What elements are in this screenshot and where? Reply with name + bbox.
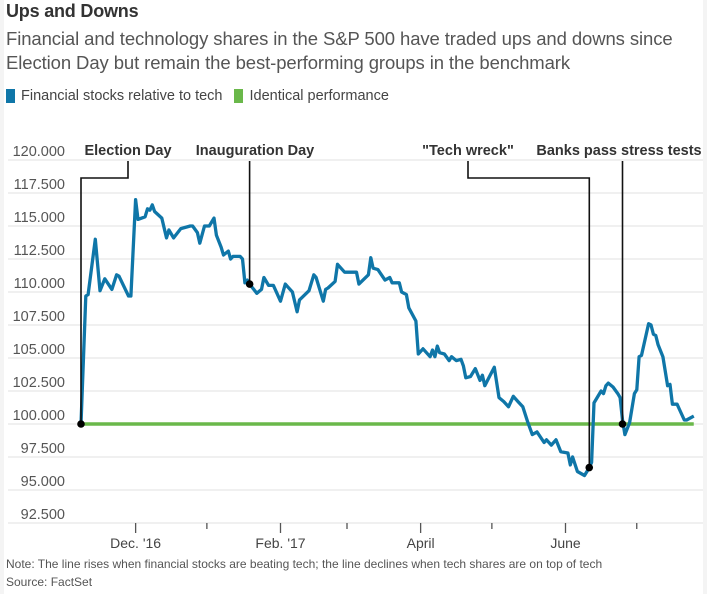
legend-item-identical: Identical performance (234, 88, 389, 104)
annotation-election-day-label: Election Day (84, 143, 171, 159)
y-tick-label: 102.500 (13, 375, 65, 391)
y-tick-label: 112.500 (14, 243, 65, 259)
y-tick-label: 117.500 (14, 177, 65, 193)
legend-label-identical: Identical performance (249, 88, 389, 104)
annotation-tech-wreck-label: "Tech wreck" (422, 143, 514, 159)
y-tick-label: 95.000 (21, 474, 65, 490)
y-tick-label: 120.000 (13, 144, 65, 160)
annotation-inauguration-day-label: Inauguration Day (196, 143, 314, 159)
legend-label-financial: Financial stocks relative to tech (21, 88, 223, 104)
y-tick-label: 92.500 (21, 507, 65, 523)
y-tick-label: 110.000 (14, 276, 65, 292)
x-tick-label: June (550, 535, 581, 551)
footnote: Note: The line rises when financial stoc… (6, 555, 602, 591)
annotation-election-day-leader (80, 161, 129, 424)
y-tick-label: 105.000 (13, 342, 65, 358)
financial-vs-tech-line (79, 197, 695, 478)
chart-card (4, 0, 703, 594)
legend-item-financial: Financial stocks relative to tech (6, 88, 222, 104)
legend-swatch-financial (6, 89, 15, 103)
chart-title: Ups and Downs (6, 1, 139, 21)
annotation-stress-tests-label: Banks pass stress tests (536, 143, 701, 159)
x-tick-label: April (407, 535, 435, 551)
annotation-election-day-marker (77, 420, 85, 428)
y-tick-label: 97.500 (21, 441, 65, 457)
source-text: Source: FactSet (6, 575, 93, 589)
annotation-tech-wreck-leader (467, 161, 591, 468)
y-tick-label: 115.000 (14, 210, 65, 226)
legend-swatch-identical (234, 89, 244, 103)
annotation-stress-tests-marker (618, 420, 627, 428)
y-tick-label: 100.000 (13, 408, 65, 424)
x-tick-label: Dec. '16 (110, 535, 161, 551)
annotation-tech-wreck-marker (585, 463, 594, 472)
chart-subtitle: Financial and technology shares in the S… (6, 28, 673, 73)
legend: Financial stocks relative to tech Identi… (6, 88, 401, 104)
y-tick-label: 107.500 (13, 309, 65, 325)
annotation-inauguration-day-marker (245, 280, 254, 288)
note-text: Note: The line rises when financial stoc… (6, 557, 603, 571)
x-tick-label: Feb. '17 (255, 535, 305, 551)
